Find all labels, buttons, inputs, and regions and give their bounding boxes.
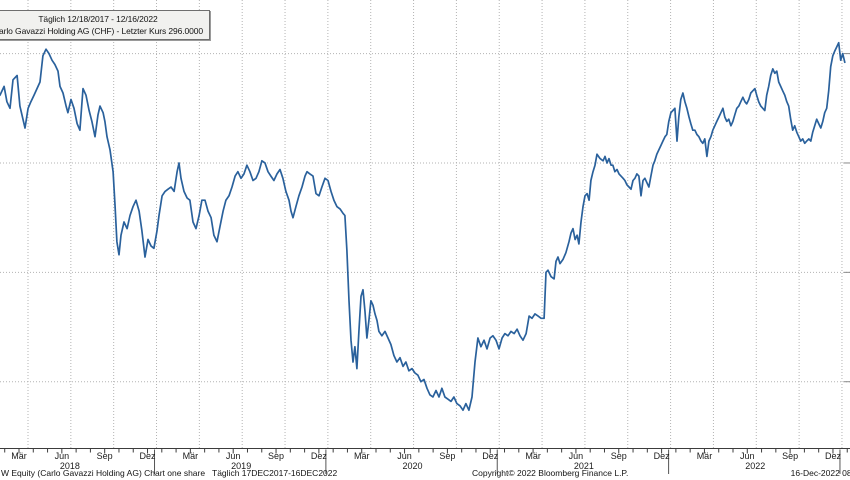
x-axis-quarter-label: Mär	[696, 451, 713, 461]
x-axis-quarter-label: Jun	[568, 451, 584, 461]
x-axis-quarter-label: Jun	[225, 451, 241, 461]
x-axis-quarter-label: Mär	[353, 451, 370, 461]
x-axis-quarter-labels: Mär Jun Sep Dez Mär Jun Sep Dez Mär Jun Sep Dez Mär J…	[0, 451, 850, 461]
x-axis-quarter-label: Dez	[310, 451, 327, 461]
legend-box[interactable]: Täglich 12/18/2017 - 12/16/2022 Carlo Ga…	[0, 10, 210, 40]
x-axis-year-labels: 2018 2019 2020 2021 2022	[0, 461, 850, 471]
x-axis-quarter-label: Dez	[824, 451, 841, 461]
x-axis-quarter-label: Dez	[139, 451, 156, 461]
vertical-gridlines	[27, 0, 843, 448]
price-line	[0, 41, 846, 412]
x-axis-year-label: 2020	[402, 461, 423, 471]
x-axis-year-label: 2018	[59, 461, 80, 471]
x-axis-year-label: 2019	[231, 461, 252, 471]
legend-period: Täglich 12/18/2017 - 12/16/2022	[38, 14, 158, 24]
legend-security: Carlo Gavazzi Holding AG (CHF) - Letzter…	[0, 26, 204, 36]
x-axis-quarter-label: Jun	[397, 451, 412, 461]
footer-security-description: W Equity (Carlo Gavazzi Holding AG) Char…	[1, 468, 338, 478]
x-axis-quarter-label: Mär	[11, 451, 27, 461]
x-axis-quarter-label: Mär	[525, 451, 541, 461]
x-axis-quarter-label: Mär	[182, 451, 199, 461]
footer-timestamp: 16-Dec-2022 08:	[790, 468, 850, 478]
footer-copyright: Copyright© 2022 Bloomberg Finance L.P.	[472, 468, 629, 478]
x-axis-quarter-label: Sep	[782, 451, 799, 461]
x-axis-quarter-label: Jun	[54, 451, 70, 461]
x-axis-quarter-label: Sep	[268, 451, 285, 461]
x-axis-year-label: 2022	[745, 461, 766, 471]
x-axis-quarter-label: Jun	[740, 451, 755, 461]
x-axis-quarter-label: Dez	[653, 451, 670, 461]
x-axis-quarter-label: Dez	[482, 451, 499, 461]
horizontal-gridlines	[0, 53, 850, 383]
x-axis-quarter-label: Sep	[96, 451, 113, 461]
x-axis-quarter-label: Sep	[439, 451, 456, 461]
x-axis-year-label: 2021	[573, 461, 594, 471]
x-axis-line-and-ticks	[0, 448, 850, 474]
footer: W Equity (Carlo Gavazzi Holding AG) Char…	[0, 468, 850, 480]
x-axis-quarter-label: Sep	[610, 451, 627, 461]
